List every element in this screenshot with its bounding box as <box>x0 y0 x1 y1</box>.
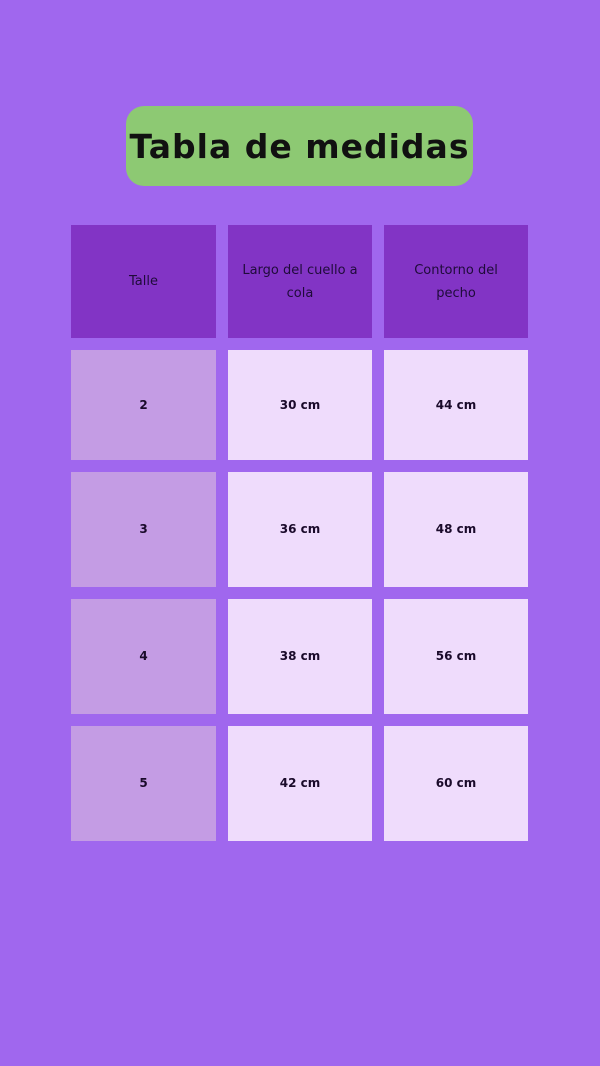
measurement-cell: 36 cm <box>228 472 372 587</box>
cell-text: 5 <box>139 776 148 790</box>
measurement-cell: 48 cm <box>384 472 528 587</box>
header-cell: Largo del cuello a cola <box>228 225 372 338</box>
cell-text: 3 <box>139 522 148 536</box>
measurement-cell: 60 cm <box>384 726 528 841</box>
measurement-cell: 44 cm <box>384 350 528 460</box>
cell-text: 60 cm <box>435 776 477 790</box>
header-cell: Talle <box>71 225 216 338</box>
cell-text: 38 cm <box>279 649 321 663</box>
measurement-cell: 56 cm <box>384 599 528 714</box>
cell-text: 36 cm <box>279 522 321 536</box>
cell-text: Contorno del pecho <box>414 262 498 301</box>
measurement-cell: 42 cm <box>228 726 372 841</box>
measurement-cell: 38 cm <box>228 599 372 714</box>
cell-text: Largo del cuello a cola <box>242 262 358 301</box>
cell-text: 4 <box>139 649 148 663</box>
title-banner: Tabla de medidas <box>126 106 473 186</box>
page-title: Tabla de medidas <box>129 126 470 166</box>
cell-text: 48 cm <box>435 522 477 536</box>
size-cell: 2 <box>71 350 216 460</box>
measurement-cell: 30 cm <box>228 350 372 460</box>
cell-text: 56 cm <box>435 649 477 663</box>
size-cell: 5 <box>71 726 216 841</box>
cell-text: 2 <box>139 397 148 412</box>
cell-text: Talle <box>129 274 158 289</box>
cell-text: 30 cm <box>279 397 321 412</box>
size-cell: 3 <box>71 472 216 587</box>
size-cell: 4 <box>71 599 216 714</box>
header-cell: Contorno del pecho <box>384 225 528 338</box>
cell-text: 42 cm <box>279 776 321 790</box>
cell-text: 44 cm <box>435 397 477 412</box>
